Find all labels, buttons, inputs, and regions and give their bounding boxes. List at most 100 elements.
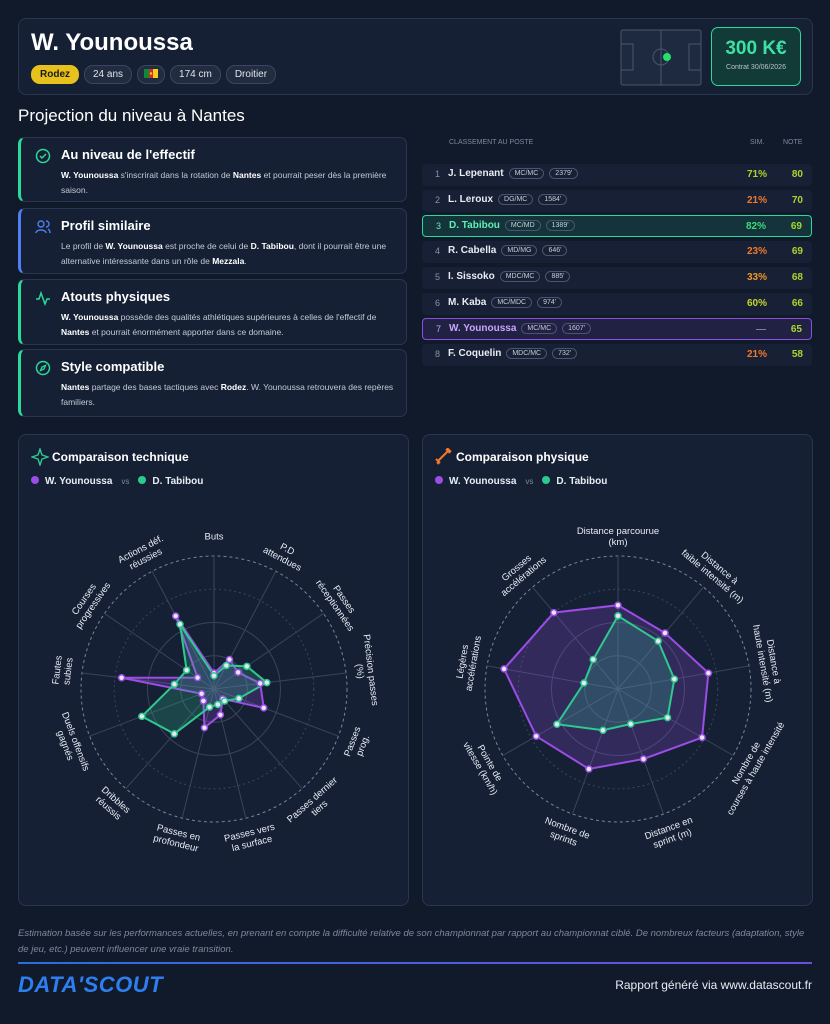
position: MC/MC (521, 323, 558, 335)
position: MD/MG (501, 245, 538, 257)
value-box: 300 K€ Contrat 30/06/2026 (711, 27, 801, 86)
legend-entry: W. Younoussa (449, 476, 517, 487)
data-point (698, 733, 706, 742)
text-part: Nantes (61, 382, 90, 392)
text-part: Nantes (61, 327, 90, 337)
minutes: 974' (537, 296, 563, 308)
text-part: D. Tabibou (250, 241, 294, 251)
axis-label-line: (%) (353, 663, 366, 679)
legend-entry: D. Tabibou (152, 476, 204, 487)
data-point (170, 730, 179, 738)
market-value: 300 K€ (725, 38, 787, 59)
spoke (213, 571, 277, 690)
data-point (500, 665, 508, 673)
data-point (234, 668, 242, 677)
similarity: 21% (746, 348, 767, 360)
minutes: 646' (542, 245, 568, 257)
card-icon (35, 360, 51, 376)
text-part: , dont il pourrait être une alternative … (61, 241, 387, 266)
flag-chip (137, 65, 166, 84)
ranking-row: 4 R. Cabella MD/MG 646' 23% 69 (422, 241, 812, 264)
data-point (182, 666, 191, 674)
data-point (216, 711, 225, 719)
axis-label-line: Fautes (50, 655, 64, 685)
card: Atouts physiques W. Younoussa possède des… (18, 279, 407, 345)
player-name: L. Leroux (448, 193, 494, 205)
player-name: F. Coquelin (448, 347, 502, 359)
ranking-row: 5 I. Sissoko MDC/MC 885' 33% 68 (422, 266, 812, 289)
spoke (486, 665, 619, 690)
card-title: Profil similaire (61, 218, 151, 233)
data-point (670, 675, 679, 683)
player-cell: W. Younoussa MC/MC 1607' (449, 323, 592, 335)
text-part: W. Younoussa (61, 170, 119, 180)
card-icon (35, 148, 51, 164)
text-part: Rodez (220, 382, 247, 392)
legend: W. Younoussa vs D. Tabibou (31, 476, 203, 487)
position: MDC/MC (499, 270, 541, 282)
rank: 2 (435, 194, 441, 205)
position: MC/MC (508, 168, 545, 179)
card-text: W. Younoussa possède des qualités athlét… (61, 310, 394, 340)
spoke (213, 688, 339, 737)
card-icon (35, 220, 51, 234)
axis-label-line: Distance parcourue (577, 526, 659, 537)
data-point (263, 678, 271, 687)
card-text: Le profil de W. Younoussa est proche de … (61, 239, 394, 269)
similarity: — (756, 324, 766, 336)
grid-ring (113, 588, 315, 790)
player-cell: I. Sissoko MDC/MC 885' (448, 270, 571, 282)
axis-label-line: Passes dernier (285, 775, 340, 825)
data-point (235, 694, 243, 703)
axis-label-line: courses à haute intensité (725, 720, 787, 817)
text-part: . (244, 256, 247, 266)
grid-ring (517, 588, 719, 790)
player-cell: D. Tabibou MC/MD 1389' (449, 220, 575, 232)
data-point (171, 612, 180, 620)
note: 58 (791, 348, 803, 360)
data-point (220, 697, 229, 705)
rank: 7 (436, 324, 442, 335)
minutes: 1584' (538, 193, 568, 205)
minutes: 2379' (549, 168, 579, 179)
data-point (663, 713, 672, 722)
card: Style compatible Nantes partage des bases… (18, 349, 407, 417)
rank: 1 (435, 169, 441, 179)
rank: 6 (435, 297, 441, 308)
flag (144, 69, 159, 78)
player-cell: R. Cabella MD/MG 646' (448, 245, 568, 257)
data-point (205, 703, 214, 711)
legend-dot (138, 476, 147, 484)
position: DG/MC (498, 193, 534, 205)
divider (18, 962, 812, 964)
note: 66 (791, 297, 803, 309)
rank: 3 (436, 221, 442, 232)
similarity: 21% (746, 194, 767, 206)
height-chip: 174 cm (170, 65, 221, 84)
club-chip: Rodez (31, 65, 79, 84)
data-point (200, 723, 209, 732)
text-part: W. Younoussa (105, 241, 163, 251)
legend-separator: vs (525, 477, 534, 486)
header: W. Younoussa Rodez 24 ans 174 cm Droitier 3… (18, 18, 813, 95)
data-point (176, 620, 184, 628)
text-part: possède des qualités athlétiques supérie… (118, 312, 377, 322)
card: Au niveau de l'effectif W. Younoussa s'in… (18, 137, 407, 202)
data-point (550, 608, 558, 617)
player-name: J. Lepenant (448, 168, 504, 179)
ranking-row: 3 D. Tabibou MC/MD 1389' 82% 69 (422, 215, 812, 238)
note: 69 (790, 221, 802, 233)
spoke (213, 613, 324, 690)
rank: 8 (435, 348, 441, 359)
similarity: 33% (746, 271, 767, 283)
text-part: partage des bases tactiques avec (89, 382, 221, 392)
player-name: R. Cabella (448, 245, 497, 257)
card-title: Style compatible (61, 359, 165, 374)
position: MC/MDC (491, 296, 533, 308)
spoke (213, 672, 347, 690)
